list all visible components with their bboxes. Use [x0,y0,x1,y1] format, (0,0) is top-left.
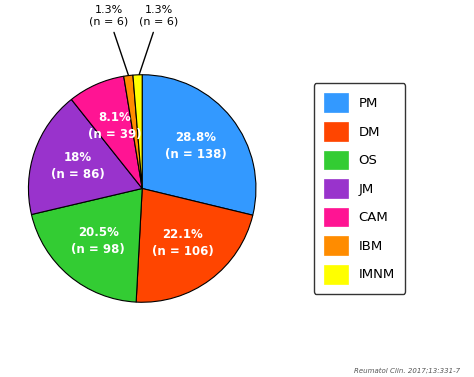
Text: 20.5%
(n = 98): 20.5% (n = 98) [71,226,125,256]
Wedge shape [72,76,142,188]
Wedge shape [31,188,142,302]
Wedge shape [142,75,256,215]
Wedge shape [133,75,142,188]
Text: 1.3%
(n = 6): 1.3% (n = 6) [139,5,178,74]
Text: 1.3%
(n = 6): 1.3% (n = 6) [89,5,128,75]
Text: 8.1%
(n = 39): 8.1% (n = 39) [88,111,142,141]
Text: 22.1%
(n = 106): 22.1% (n = 106) [152,228,214,258]
Text: 28.8%
(n = 138): 28.8% (n = 138) [165,131,227,161]
Text: Reumatol Clin. 2017;13:331-7: Reumatol Clin. 2017;13:331-7 [354,367,460,373]
Legend: PM, DM, OS, JM, CAM, IBM, IMNM: PM, DM, OS, JM, CAM, IBM, IMNM [314,83,405,294]
Wedge shape [136,188,253,302]
Wedge shape [124,75,142,188]
Wedge shape [28,100,142,215]
Text: 18%
(n = 86): 18% (n = 86) [51,151,105,181]
